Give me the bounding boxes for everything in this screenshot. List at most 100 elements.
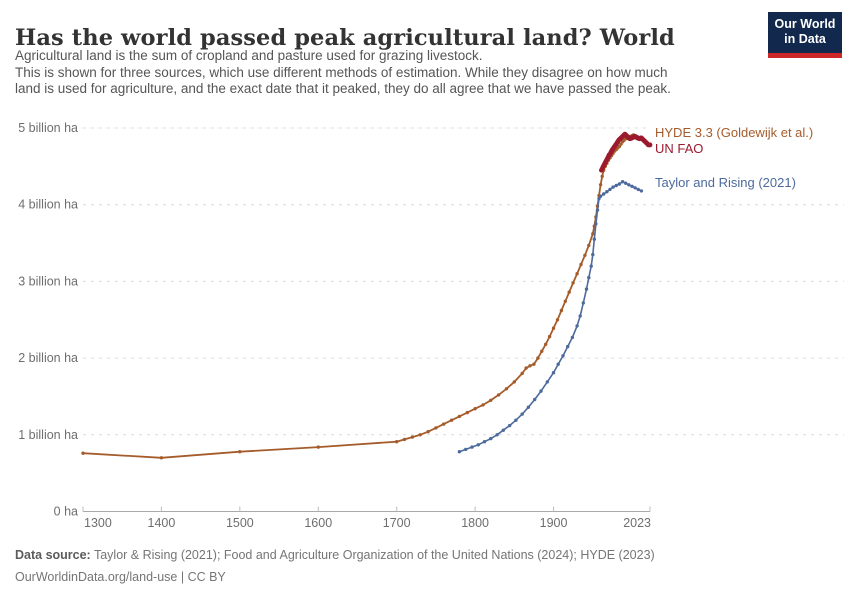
axes: 0 ha 1 billion ha 2 billion ha 3 billion ha…: [18, 121, 651, 530]
data-point: [528, 364, 532, 368]
y-tick-label: 3 billion ha: [18, 274, 78, 288]
data-point: [159, 456, 164, 460]
data-point: [481, 403, 485, 407]
legend-label-taylor-rising[interactable]: Taylor and Rising (2021): [655, 175, 796, 190]
data-point: [583, 253, 587, 257]
data-point: [81, 451, 85, 455]
series-line-hyde-33: [82, 133, 651, 459]
owid-logo[interactable]: Our World in Data: [768, 12, 842, 58]
data-point: [624, 181, 628, 185]
data-point: [426, 430, 430, 434]
data-point: [630, 184, 634, 188]
data-point: [545, 380, 549, 384]
data-point: [544, 342, 548, 346]
data-point: [526, 405, 531, 409]
data-point: [316, 445, 320, 449]
data-point: [489, 398, 493, 402]
x-tick-label: 1600: [304, 516, 332, 530]
data-point: [559, 308, 564, 313]
data-point: [473, 407, 477, 411]
data-point: [608, 187, 612, 192]
data-point: [495, 433, 499, 437]
page-title: Has the world passed peak agricultural l…: [15, 25, 675, 52]
data-point: [563, 299, 567, 303]
owid-logo-line-2: in Data: [784, 32, 826, 46]
series-markers-un-fao: [599, 131, 653, 173]
data-point: [442, 422, 446, 426]
footer-data-source: Data source: Taylor & Rising (2021); Foo…: [15, 548, 655, 562]
legend-label-hyde-33[interactable]: HYDE 3.3 (Goldewijk et al.): [655, 125, 813, 140]
y-tick-label: 4 billion ha: [18, 198, 78, 212]
data-point: [556, 362, 560, 366]
data-point: [579, 262, 583, 267]
data-point: [540, 349, 544, 353]
subtitle-line-1: Agricultural land is the sum of cropland…: [15, 48, 483, 63]
data-series: [81, 131, 653, 460]
data-point: [611, 185, 615, 189]
y-tick-label: 5 billion ha: [18, 121, 78, 135]
owid-url-link[interactable]: OurWorldinData.org/land-use: [15, 570, 178, 584]
data-point: [489, 436, 493, 441]
data-point: [504, 387, 509, 391]
legend-label-un-fao[interactable]: UN FAO: [655, 141, 703, 156]
data-point: [595, 208, 600, 212]
data-point: [395, 440, 399, 444]
cc-by-link[interactable]: CC BY: [187, 570, 226, 584]
gridlines: [83, 127, 844, 436]
data-point: [418, 433, 422, 437]
data-point: [570, 335, 575, 340]
data-point: [589, 264, 593, 268]
data-point: [587, 275, 591, 280]
data-point: [567, 290, 571, 294]
data-point: [587, 243, 591, 248]
x-tick-label: 1400: [148, 516, 176, 530]
data-point: [532, 362, 536, 366]
subtitle-line-3: land is used for agriculture, and the ex…: [15, 81, 671, 96]
data-point: [633, 186, 637, 190]
data-point: [584, 287, 589, 291]
data-point: [457, 414, 462, 419]
x-tick-label: 2023: [623, 516, 651, 530]
data-point: [561, 354, 565, 358]
data-point: [514, 418, 518, 422]
data-point: [547, 334, 552, 339]
data-point: [520, 371, 524, 376]
data-point: [620, 180, 625, 184]
data-point: [591, 232, 595, 236]
y-tick-label: 2 billion ha: [18, 351, 78, 365]
data-point: [636, 187, 640, 192]
data-point: [578, 314, 582, 318]
data-point: [470, 445, 474, 449]
series-markers-hyde-33: [81, 133, 652, 460]
x-tick-label: 1700: [383, 516, 411, 530]
data-point: [464, 447, 468, 452]
x-tick-label: 1500: [226, 516, 254, 530]
data-point: [614, 183, 618, 188]
data-point: [524, 366, 528, 370]
data-point: [581, 301, 585, 305]
y-tick-label: 0 ha: [54, 505, 78, 519]
footer-links: OurWorldinData.org/land-use | CC BY: [15, 570, 226, 584]
data-point: [627, 183, 631, 187]
data-point: [551, 371, 556, 375]
data-point: [410, 435, 415, 439]
data-source-text: Taylor & Rising (2021); Food and Agricul…: [90, 548, 655, 562]
data-source-label: Data source:: [15, 548, 91, 562]
data-point: [566, 344, 570, 349]
x-tick-label: 1900: [540, 516, 568, 530]
data-point: [592, 237, 596, 241]
x-tick-label: 1800: [461, 516, 489, 530]
series-markers-taylor-rising: [457, 180, 644, 454]
owid-logo-line-1: Our World: [774, 17, 836, 31]
data-point: [449, 418, 454, 422]
data-point: [555, 318, 560, 322]
data-point: [465, 410, 469, 415]
data-point: [551, 326, 556, 330]
footer-separator: |: [177, 570, 188, 584]
data-point: [501, 428, 505, 432]
data-point: [533, 397, 537, 402]
y-tick-label: 1 billion ha: [18, 428, 78, 442]
series-end-labels: HYDE 3.3 (Goldewijk et al.) Taylor and Ri…: [655, 125, 813, 190]
subtitle-line-2: This is shown for three sources, which u…: [15, 64, 668, 80]
data-point: [476, 443, 480, 447]
